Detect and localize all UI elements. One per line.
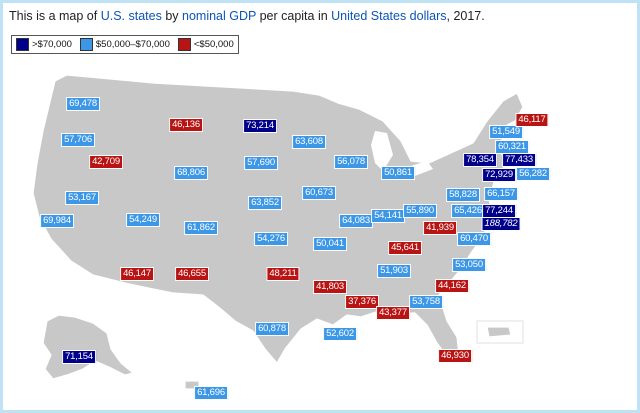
state-value-sc: 44,162 (435, 279, 469, 293)
state-value-nj: 66,157 (484, 187, 518, 201)
state-value-tn: 51,903 (377, 264, 411, 278)
caption-text: , 2017. (446, 9, 485, 23)
state-value-oh: 55,890 (403, 204, 437, 218)
state-value-ne: 63,852 (248, 196, 282, 210)
state-value-id: 42,709 (89, 155, 123, 169)
state-value-or: 57,706 (61, 133, 95, 147)
alaska-landmass (42, 314, 134, 380)
state-value-ut: 54,249 (126, 213, 160, 227)
great-lakes (371, 131, 393, 171)
state-value-nh: 51,549 (489, 125, 523, 139)
state-value-ma: 77,433 (502, 153, 536, 167)
state-value-nc: 53,050 (452, 258, 486, 272)
state-value-la: 52,602 (323, 327, 357, 341)
link-us-dollars[interactable]: United States dollars (331, 9, 447, 23)
state-value-me: 46,117 (515, 113, 549, 127)
legend-swatch-low (177, 38, 191, 51)
caption-text: This is a map of (9, 9, 101, 23)
state-value-dc: 188,782 (481, 217, 521, 231)
state-value-nd: 73,214 (243, 119, 277, 133)
state-value-tx: 60,878 (255, 322, 289, 336)
state-value-hi: 61,696 (194, 386, 228, 400)
state-value-mn: 63,608 (292, 135, 326, 149)
state-value-ar: 41,803 (313, 280, 347, 294)
link-us-states[interactable]: U.S. states (100, 9, 162, 23)
puerto-rico-landmass (486, 326, 512, 338)
legend-item-high: >$70,000 (16, 38, 72, 51)
legend-swatch-high (16, 38, 29, 51)
state-value-de: 77,244 (482, 204, 516, 218)
state-value-ia: 60,673 (302, 186, 336, 200)
legend-swatch-mid (79, 38, 93, 51)
state-value-va: 60,470 (457, 232, 491, 246)
caption-text: per capita in (256, 9, 332, 23)
state-value-ny: 78,354 (463, 153, 497, 167)
legend: >$70,000 $50,000–$70,000 <$50,000 (11, 35, 239, 54)
us-map (32, 74, 524, 402)
state-value-vt: 60,321 (495, 140, 529, 154)
state-value-al: 43,377 (376, 306, 410, 320)
legend-item-low: <$50,000 (177, 38, 234, 51)
state-value-mt: 46,136 (169, 118, 203, 132)
state-value-co: 61,862 (184, 221, 218, 235)
state-value-ok: 48,211 (266, 267, 300, 281)
state-value-ri: 56,282 (516, 167, 550, 181)
legend-label: $50,000–$70,000 (95, 39, 170, 50)
map-caption: This is a map of U.S. states by nominal … (9, 9, 485, 23)
state-value-ky: 45,641 (388, 241, 422, 255)
state-value-wy: 68,806 (174, 166, 208, 180)
state-value-mi: 50,861 (381, 166, 415, 180)
state-value-ak: 71,154 (62, 350, 96, 364)
legend-item-mid: $50,000–$70,000 (79, 38, 170, 51)
state-value-sd: 57,690 (244, 156, 278, 170)
state-value-ms: 37,376 (345, 295, 379, 309)
state-value-wa: 69,478 (66, 97, 100, 111)
link-nominal-gdp[interactable]: nominal GDP (182, 9, 257, 23)
state-value-az: 46,147 (120, 267, 154, 281)
state-value-mo: 50,041 (313, 237, 347, 251)
state-value-ct: 72,929 (482, 168, 516, 182)
state-value-pa: 58,828 (446, 188, 480, 202)
state-value-ks: 54,276 (254, 232, 288, 246)
us-landmass (32, 74, 524, 364)
caption-text: by (161, 9, 182, 23)
state-value-wi: 56,078 (334, 155, 368, 169)
legend-label: <$50,000 (193, 39, 234, 50)
state-value-nv: 53,167 (65, 191, 99, 205)
state-value-wv: 41,939 (423, 221, 457, 235)
state-value-ga: 53,758 (409, 295, 443, 309)
state-value-fl: 46,930 (438, 349, 472, 363)
state-value-nm: 46,655 (175, 267, 209, 281)
legend-label: >$70,000 (32, 39, 72, 50)
state-value-md: 65,426 (451, 204, 485, 218)
state-value-il: 64,083 (339, 214, 373, 228)
state-value-in: 54,141 (371, 209, 405, 223)
state-value-ca: 69,984 (40, 214, 74, 228)
